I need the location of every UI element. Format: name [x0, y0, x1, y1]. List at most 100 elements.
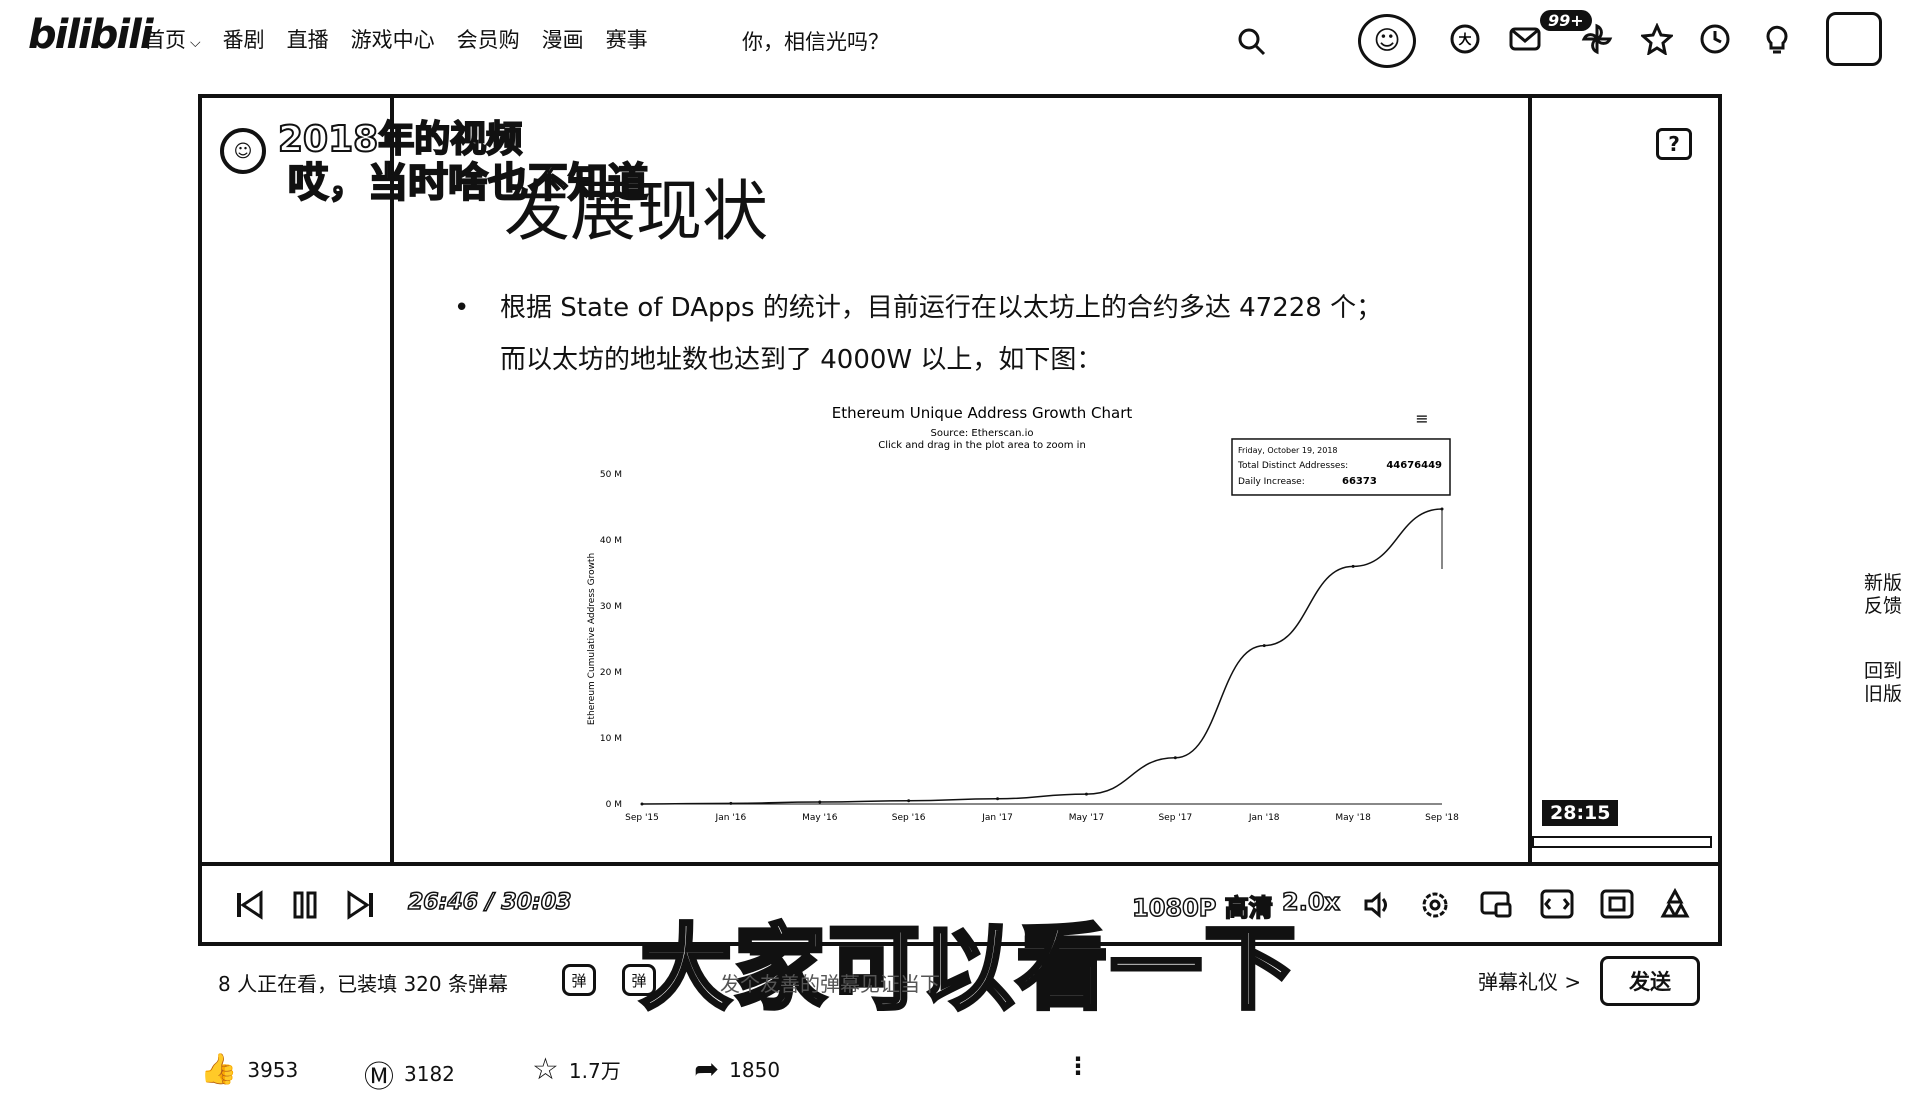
chart-title: Ethereum Unique Address Growth Chart [832, 404, 1133, 422]
tooltip-total-value: 44676449 [1386, 460, 1442, 471]
previous-icon[interactable] [234, 890, 264, 920]
upload-icon[interactable] [1826, 12, 1882, 66]
like-count: 3953 [247, 1057, 299, 1082]
share-icon: ➦ [694, 1052, 720, 1087]
pip-icon[interactable] [1480, 890, 1512, 920]
tooltip-date: Friday, October 19, 2018 [1238, 446, 1338, 455]
x-tick-label: Sep '16 [892, 813, 926, 823]
nav-item-vip-shop[interactable]: 会员购 [456, 28, 520, 52]
danmaku-toggle-icon[interactable]: 弹 [562, 964, 596, 996]
x-tick-label: Sep '18 [1425, 813, 1459, 823]
video-player[interactable]: ☺ 2018年的视频 哎，当时啥也不知道 ? 发展现状 • 根据 State o… [198, 94, 1722, 946]
fullscreen-icon[interactable] [1658, 888, 1692, 922]
data-point [1173, 756, 1177, 760]
big-vip-icon[interactable]: 大 [1448, 22, 1482, 56]
tooltip-daily-value: 66373 [1342, 476, 1377, 487]
nav-item-game-center[interactable]: 游戏中心 [350, 28, 435, 52]
player-left-panel [202, 98, 394, 862]
x-tick-label: Sep '17 [1158, 813, 1192, 823]
nav-item-live[interactable]: 直播 [286, 28, 329, 52]
x-tick-label: Jan '16 [715, 813, 747, 823]
nav-item-manga[interactable]: 漫画 [541, 28, 584, 52]
data-point [729, 801, 733, 805]
y-tick-label: 30 M [600, 602, 622, 612]
coin-icon: Ⓜ [364, 1060, 394, 1095]
chevron-down-icon: ⌵ [190, 35, 201, 51]
x-tick-label: May '18 [1335, 813, 1371, 823]
help-icon[interactable]: ? [1656, 128, 1692, 160]
dynamic-icon[interactable] [1580, 22, 1614, 56]
message-icon[interactable] [1508, 22, 1542, 56]
playback-time: 26:46 / 30:03 [407, 889, 572, 916]
send-danmaku-button[interactable]: 发送 [1600, 956, 1700, 1006]
data-point [1351, 564, 1355, 568]
creation-icon[interactable] [1760, 22, 1794, 56]
share-button[interactable]: ➦ 1850 [694, 1052, 780, 1087]
x-tick-label: May '17 [1069, 813, 1104, 823]
danmaku-settings-icon[interactable]: 弹 [622, 964, 656, 996]
y-tick-label: 0 M [606, 800, 622, 810]
y-tick-label: 20 M [600, 668, 622, 678]
data-point [1084, 792, 1088, 796]
next-icon[interactable] [346, 890, 376, 920]
avatar[interactable]: ☺ [1358, 14, 1416, 68]
more-options-icon[interactable]: ⋮ [1066, 1052, 1090, 1080]
history-icon[interactable] [1698, 22, 1732, 56]
quality-selector[interactable]: 1080P 高清 [1131, 893, 1273, 923]
nav-item-anime[interactable]: 番剧 [222, 28, 265, 52]
main-nav: 首页 ⌵ 番剧 直播 游戏中心 会员购 漫画 赛事 [144, 24, 648, 54]
search-input[interactable]: 你，相信光吗？ [742, 30, 889, 54]
series-line [641, 508, 1443, 805]
settings-icon[interactable] [1420, 890, 1450, 920]
coin-count: 3182 [404, 1062, 455, 1086]
x-tick-label: Sep '15 [625, 813, 659, 823]
controls-divider [202, 862, 1718, 866]
y-axis-label: Ethereum Cumulative Address Growth [587, 553, 597, 725]
player-right-panel [1528, 98, 1722, 862]
favorite-count: 1.7万 [568, 1059, 621, 1083]
viewer-danmaku-info: 8 人正在看，已装填 320 条弹幕 [218, 972, 508, 996]
progress-time-tooltip: 28:15 [1542, 800, 1619, 826]
data-point [907, 799, 911, 803]
chart-menu-icon: ≡ [1415, 409, 1428, 428]
address-growth-chart: Ethereum Unique Address Growth Chart Sour… [462, 404, 1502, 844]
nav-item-home[interactable]: 首页 ⌵ [144, 28, 201, 52]
volume-icon[interactable] [1362, 890, 1392, 920]
tooltip-total-label: Total Distinct Addresses: [1237, 461, 1348, 471]
favorite-icon[interactable] [1640, 22, 1674, 56]
favorite-button[interactable]: ☆ 1.7万 [532, 1052, 621, 1087]
back-to-old-version-button[interactable]: 回到旧版 [1863, 660, 1902, 705]
x-tick-label: Jan '17 [981, 813, 1013, 823]
nav-item-esports[interactable]: 赛事 [605, 28, 648, 52]
star-icon: ☆ [532, 1052, 559, 1087]
x-tick-label: May '16 [802, 813, 838, 823]
new-version-feedback-button[interactable]: 新版反馈 [1863, 572, 1902, 617]
bullet-dot-icon: • [454, 293, 470, 323]
y-tick-label: 50 M [600, 470, 622, 480]
widescreen-icon[interactable] [1540, 888, 1574, 920]
bullet-line: 根据 State of DApps 的统计，目前运行在以太坊上的合约多达 472… [500, 293, 1383, 323]
uploader-avatar-icon[interactable]: ☺ [220, 128, 266, 174]
search-icon[interactable] [1236, 26, 1266, 56]
bullet-line: 而以太坊的地址数也达到了 4000W 以上，如下图： [500, 345, 1103, 375]
web-fullscreen-icon[interactable] [1600, 888, 1634, 920]
top-navigation-bar: bilibili 首页 ⌵ 番剧 直播 游戏中心 会员购 漫画 赛事 你，相信光吗… [0, 0, 1920, 80]
speed-selector[interactable]: 2.0x [1281, 887, 1341, 917]
bilibili-logo[interactable]: bilibili [28, 12, 154, 58]
data-point [818, 800, 822, 804]
danmaku-comment: 哎，当时啥也不知道 [287, 159, 649, 207]
progress-bar[interactable] [1532, 836, 1712, 848]
tooltip-daily-label: Daily Increase: [1238, 477, 1305, 487]
danmaku-input[interactable]: 发个友善的弹幕见证当下 [720, 972, 940, 996]
svg-text:大: 大 [1458, 32, 1471, 48]
pause-icon[interactable] [290, 890, 320, 920]
y-tick-label: 10 M [600, 734, 622, 744]
coin-button[interactable]: Ⓜ 3182 [364, 1052, 455, 1096]
video-subtitle: 大家可以看一下 [638, 913, 1299, 1024]
danmaku-etiquette-link[interactable]: 弹幕礼仪 > [1478, 970, 1582, 994]
data-point [640, 802, 644, 806]
like-button[interactable]: 👍 3953 [200, 1052, 298, 1087]
thumbs-up-icon: 👍 [200, 1052, 238, 1087]
chart-subtitle: Source: Etherscan.io [931, 428, 1034, 439]
data-point [1262, 644, 1266, 648]
